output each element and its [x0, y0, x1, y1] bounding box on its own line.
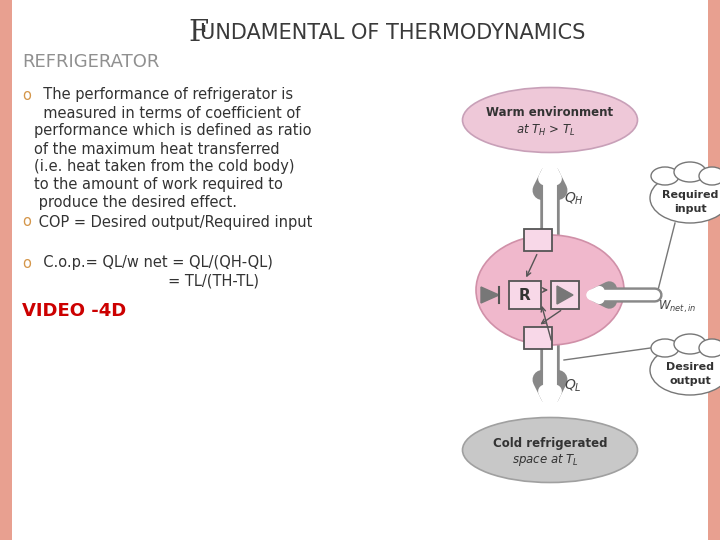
Text: R: R	[519, 287, 531, 302]
Ellipse shape	[674, 162, 706, 182]
Text: measured in terms of coefficient of: measured in terms of coefficient of	[34, 105, 300, 120]
Text: (i.e. heat taken from the cold body): (i.e. heat taken from the cold body)	[34, 159, 294, 174]
Text: produce the desired effect.: produce the desired effect.	[34, 195, 237, 211]
Text: UNDAMENTAL OF THERMODYNAMICS: UNDAMENTAL OF THERMODYNAMICS	[200, 23, 585, 43]
Text: Warm environment: Warm environment	[487, 106, 613, 119]
Text: of the maximum heat transferred: of the maximum heat transferred	[34, 141, 279, 157]
Ellipse shape	[674, 334, 706, 354]
FancyBboxPatch shape	[524, 327, 552, 349]
Text: at $T_H$ > $T_L$: at $T_H$ > $T_L$	[516, 123, 576, 138]
Polygon shape	[481, 287, 499, 303]
Text: = TL/(TH-TL): = TL/(TH-TL)	[34, 273, 259, 288]
Ellipse shape	[462, 417, 637, 483]
FancyBboxPatch shape	[708, 0, 720, 540]
FancyBboxPatch shape	[509, 281, 541, 309]
FancyBboxPatch shape	[524, 229, 552, 251]
Ellipse shape	[650, 173, 720, 223]
Ellipse shape	[699, 167, 720, 185]
Text: $Q_H$: $Q_H$	[564, 191, 584, 207]
Text: input: input	[674, 204, 706, 214]
FancyBboxPatch shape	[551, 281, 579, 309]
Ellipse shape	[476, 235, 624, 345]
Text: The performance of refrigerator is: The performance of refrigerator is	[34, 87, 293, 103]
Text: C.o.p.= QL/w net = QL/(QH-QL): C.o.p.= QL/w net = QL/(QH-QL)	[34, 255, 273, 271]
Ellipse shape	[462, 87, 637, 152]
Text: $Q_L$: $Q_L$	[564, 378, 582, 394]
Text: REFRIGERATOR: REFRIGERATOR	[22, 53, 159, 71]
Text: performance which is defined as ratio: performance which is defined as ratio	[34, 124, 312, 138]
Text: $W_{net,in}$: $W_{net,in}$	[658, 299, 696, 315]
Text: space at $T_L$: space at $T_L$	[513, 452, 580, 468]
Ellipse shape	[650, 345, 720, 395]
Text: o: o	[22, 214, 31, 230]
Text: F: F	[188, 19, 208, 47]
Text: Required: Required	[662, 190, 718, 200]
Polygon shape	[557, 286, 573, 304]
Ellipse shape	[651, 339, 679, 357]
FancyBboxPatch shape	[0, 0, 12, 540]
Text: Cold refrigerated: Cold refrigerated	[492, 436, 607, 449]
Text: COP = Desired output/Required input: COP = Desired output/Required input	[34, 214, 312, 230]
Text: output: output	[669, 376, 711, 386]
Ellipse shape	[699, 339, 720, 357]
Text: Desired: Desired	[666, 362, 714, 372]
Ellipse shape	[651, 167, 679, 185]
Text: o: o	[22, 87, 31, 103]
Text: o: o	[22, 255, 31, 271]
Text: VIDEO -4D: VIDEO -4D	[22, 302, 126, 320]
Text: to the amount of work required to: to the amount of work required to	[34, 178, 283, 192]
